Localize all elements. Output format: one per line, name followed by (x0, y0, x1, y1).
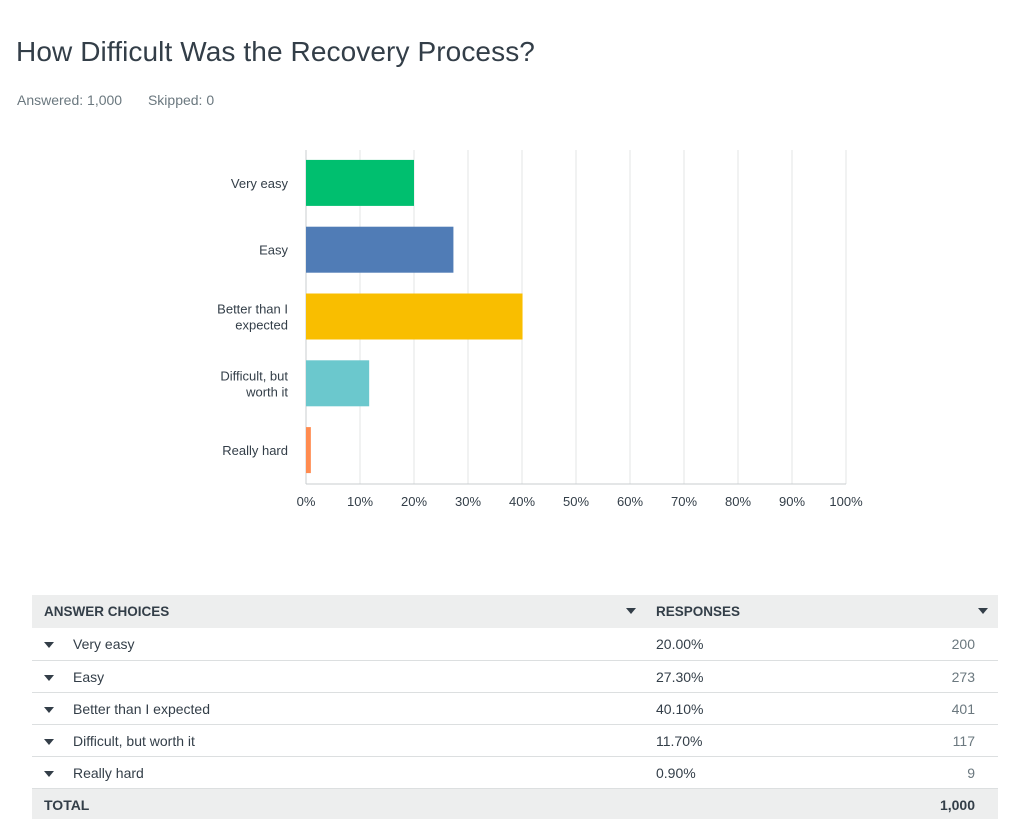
response-count: 273 (951, 668, 975, 685)
table-row: Difficult, but worth it 11.70% 117 (32, 724, 998, 756)
table-row: Really hard 0.90% 9 (32, 756, 998, 788)
table-row: Very easy 20.00% 200 (32, 628, 998, 660)
expand-caret-icon[interactable] (44, 706, 54, 713)
expand-caret-icon[interactable] (44, 642, 54, 648)
x-tick-label: 60% (617, 494, 643, 509)
page-title: How Difficult Was the Recovery Process? (16, 36, 535, 67)
sort-down-icon[interactable] (978, 608, 988, 614)
answer-label: Difficult, but worth it (73, 732, 195, 749)
table-row: Easy 27.30% 273 (32, 660, 998, 692)
category-label: Difficult, but (220, 368, 288, 383)
expand-caret-icon[interactable] (44, 738, 54, 745)
response-count: 9 (967, 764, 975, 781)
table-total-row: TOTAL 1,000 (32, 788, 998, 819)
answered-count: Answered: 1,000 (17, 92, 123, 108)
category-label: expected (235, 318, 288, 333)
skipped-count: Skipped: 0 (147, 92, 215, 108)
category-label: Easy (259, 243, 288, 258)
bar-chart: 0% 10% 20% 30% 40% 50% 60% 70% 80% 90% 100% Very ea… (217, 150, 863, 509)
responses-header[interactable]: RESPONSES (644, 595, 998, 628)
x-tick-label: 20% (401, 494, 427, 509)
bar (306, 159, 414, 206)
answer-label: Really hard (73, 764, 144, 781)
table-row: Better than I expected 40.10% 401 (32, 692, 998, 724)
response-percent: 11.70% (656, 732, 703, 749)
response-percent: 40.10% (656, 700, 704, 717)
x-tick-label: 90% (779, 494, 805, 509)
x-tick-label: 100% (829, 494, 863, 509)
answer-label: Very easy (73, 636, 135, 652)
category-label: Very easy (231, 176, 289, 191)
bar (306, 360, 370, 407)
category-label: Really hard (222, 443, 288, 458)
response-percent: 27.30% (656, 668, 704, 685)
table-header: ANSWER CHOICES RESPONSES (32, 595, 998, 628)
total-label: TOTAL (44, 796, 90, 813)
response-percent: 20.00% (656, 636, 704, 652)
x-tick-label: 40% (509, 494, 535, 509)
responses-table: ANSWER CHOICES RESPONSES Very easy 20.00… (32, 595, 998, 819)
response-count: 401 (951, 700, 975, 717)
bar (306, 293, 523, 340)
response-summary: Answered: 1,000 Skipped: 0 (17, 92, 214, 108)
category-label: Better than I (217, 302, 288, 317)
answer-label: Easy (73, 668, 105, 685)
x-tick-label: 80% (725, 494, 751, 509)
expand-caret-icon[interactable] (44, 674, 54, 681)
x-tick-label: 30% (455, 494, 481, 509)
response-count: 200 (951, 636, 975, 652)
x-tick-label: 50% (563, 494, 589, 509)
x-tick-label: 70% (671, 494, 697, 509)
answer-choices-header[interactable]: ANSWER CHOICES (32, 595, 644, 628)
expand-caret-icon[interactable] (44, 770, 54, 777)
bar (306, 427, 311, 474)
sort-down-icon[interactable] (626, 608, 636, 614)
bar (306, 226, 454, 273)
x-tick-label: 10% (347, 494, 373, 509)
response-percent: 0.90% (656, 764, 696, 781)
x-tick-label: 0% (297, 494, 316, 509)
total-count: 1,000 (939, 796, 975, 813)
response-count: 117 (952, 732, 975, 749)
category-label: worth it (245, 384, 288, 399)
answer-label: Better than I expected (73, 700, 210, 717)
